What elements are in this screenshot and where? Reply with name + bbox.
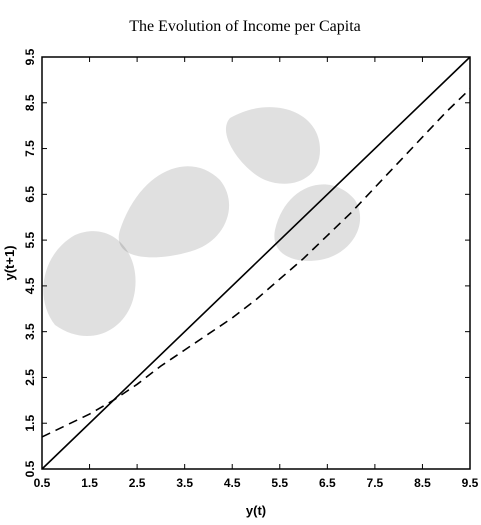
y-tick-label: 0.5: [23, 460, 37, 477]
chart-title: The Evolution of Income per Capita: [129, 18, 360, 35]
y-tick-label: 5.5: [23, 231, 37, 248]
y-tick-label: 4.5: [23, 277, 37, 294]
y-tick-label: 6.5: [23, 186, 37, 203]
x-tick-label: 8.5: [414, 476, 431, 490]
x-axis-label: y(t): [246, 503, 266, 518]
series-line-dashed: [41, 88, 471, 438]
x-tick-label: 9.5: [462, 476, 479, 490]
x-axis: 0.5 1.5 2.5 3.5 4.5 5.5 6.5 7.5 8.5 9.5: [34, 57, 479, 490]
x-tick-label: 0.5: [34, 476, 51, 490]
x-tick-label: 6.5: [319, 476, 336, 490]
y-tick-label: 1.5: [23, 415, 37, 432]
x-tick-label: 3.5: [176, 476, 193, 490]
y-axis-label: y(t+1): [2, 245, 17, 280]
x-tick-label: 7.5: [367, 476, 384, 490]
y-tick-label: 8.5: [23, 94, 37, 111]
watermark-logo: [43, 107, 361, 337]
plot-frame: [41, 56, 471, 470]
y-axis: 0.5 1.5 2.5 3.5 4.5 5.5 6.5 7.5 8.5 9.5: [23, 48, 470, 477]
series-layer: [41, 56, 471, 470]
x-tick-label: 5.5: [271, 476, 288, 490]
x-tick-label: 1.5: [81, 476, 98, 490]
x-tick-label: 4.5: [224, 476, 241, 490]
y-tick-label: 2.5: [23, 369, 37, 386]
y-tick-label: 3.5: [23, 323, 37, 340]
y-tick-label: 7.5: [23, 140, 37, 157]
y-tick-label: 9.5: [23, 48, 37, 65]
x-tick-label: 2.5: [129, 476, 146, 490]
